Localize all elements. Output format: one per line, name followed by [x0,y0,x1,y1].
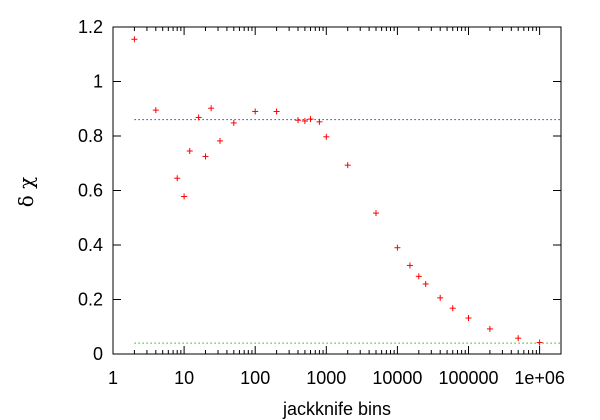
data-point [422,280,429,287]
x-tick-label: 1 [108,368,118,388]
data-point [394,244,401,251]
y-tick-label: 1.2 [78,17,103,37]
data-point [181,193,188,200]
plot-area-border [112,26,562,355]
data-point [208,105,215,112]
data-point [323,133,330,140]
x-tick-label: 100 [240,368,270,388]
y-tick-label: 0.8 [78,126,103,146]
x-tick-label: 10000 [372,368,422,388]
data-point [437,294,444,301]
data-point [465,315,472,322]
data-point [406,262,413,269]
y-axis-ticks: 0 0.2 0.4 0.6 0.8 1 1.2 [78,17,561,364]
data-point [273,108,280,115]
y-tick-label: 1 [93,72,103,92]
data-point [230,119,237,126]
data-point [186,147,193,154]
y-axis-title: δ χ [14,177,38,208]
data-point [301,118,308,125]
plot-frame [112,26,562,355]
data-point [307,116,314,123]
data-point [152,107,159,114]
y-tick-label: 0.2 [78,290,103,310]
data-point [316,118,323,125]
data-point [295,117,302,124]
data-point [415,273,422,280]
data-point [217,137,224,144]
x-axis-ticks: 1 10 100 1000 10000 100000 1e+06 [108,27,565,388]
data-point [486,325,493,332]
data-point [252,108,259,115]
data-point [202,153,209,160]
data-point [372,210,379,217]
data-point [344,162,351,169]
data-point [449,305,456,312]
x-tick-label: 10 [174,368,194,388]
x-axis-title: jackknife bins [282,399,391,419]
reference-lines [134,119,561,344]
data-point [536,339,543,346]
y-tick-label: 0.4 [78,235,103,255]
data-point [195,114,202,121]
y-tick-label: 0.6 [78,181,103,201]
data-point [515,335,522,342]
x-tick-label: 100000 [438,368,498,388]
x-tick-label: 1e+06 [514,368,565,388]
x-tick-label: 1000 [306,368,346,388]
y-tick-label: 0 [93,344,103,364]
data-point [174,175,181,182]
data-points [131,36,543,346]
data-point [131,36,138,43]
